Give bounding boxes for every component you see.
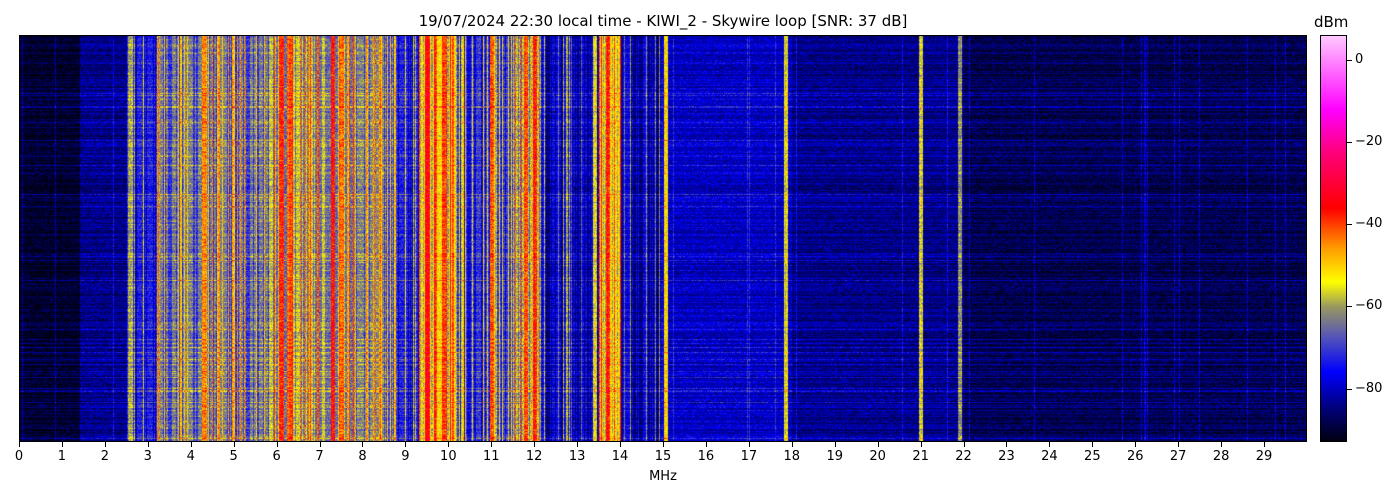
x-tick-label: 3 (143, 449, 152, 464)
x-tick-label: 21 (912, 449, 929, 464)
x-axis-label: MHz (649, 469, 677, 484)
x-tick (1264, 442, 1266, 447)
x-tick-label: 29 (1255, 449, 1273, 464)
x-tick (190, 442, 192, 447)
x-tick-label: 7 (315, 449, 324, 464)
x-tick-label: 6 (272, 449, 281, 464)
x-tick-label: 10 (440, 449, 457, 464)
x-tick (920, 442, 922, 447)
x-tick-label: 19 (826, 449, 843, 464)
x-tick-label: 16 (697, 449, 715, 464)
x-tick (663, 442, 664, 447)
x-tick (491, 442, 493, 447)
x-tick-label: 2 (100, 449, 109, 464)
x-tick-label: 18 (783, 449, 801, 464)
x-tick-label: 17 (740, 449, 758, 464)
x-tick-label: 15 (654, 449, 672, 464)
x-tick (276, 442, 278, 447)
x-tick (963, 442, 965, 447)
x-tick (1049, 442, 1051, 447)
x-tick-label: 26 (1126, 449, 1144, 464)
x-tick (705, 442, 707, 447)
x-tick-label: 5 (229, 449, 238, 464)
x-tick-label: 13 (568, 449, 586, 464)
x-tick (147, 442, 149, 447)
x-tick-label: 4 (186, 449, 195, 464)
colorbar-tick (1347, 224, 1352, 226)
x-tick-label: 27 (1169, 449, 1187, 464)
x-tick (405, 442, 407, 447)
x-tick (834, 442, 836, 447)
x-tick (791, 442, 793, 447)
x-tick-label: 11 (482, 449, 500, 464)
x-tick-label: 0 (14, 449, 24, 464)
x-tick-label: 24 (1041, 449, 1058, 464)
x-tick-label: 22 (955, 449, 972, 464)
x-tick-label: 1 (57, 449, 67, 464)
colorbar-tick (1347, 59, 1352, 61)
x-tick-label: 12 (525, 449, 543, 464)
plot-frame (19, 35, 1307, 442)
x-tick (1135, 442, 1137, 447)
colorbar-tick (1347, 141, 1352, 143)
x-tick (1006, 442, 1008, 447)
x-tick (577, 442, 579, 447)
x-tick (1221, 442, 1223, 447)
x-tick-label: 23 (998, 449, 1015, 464)
colorbar-tick (1347, 306, 1352, 308)
x-tick (620, 442, 622, 447)
colorbar (1320, 35, 1347, 442)
colorbar-tick-label: −60 (1355, 298, 1383, 314)
x-tick (233, 442, 235, 447)
colorbar-tick-label: −40 (1355, 216, 1383, 232)
x-tick (1178, 442, 1180, 447)
x-tick (362, 442, 364, 447)
x-tick (877, 442, 879, 447)
x-tick (448, 442, 450, 447)
x-tick (534, 442, 536, 447)
x-tick-label: 8 (358, 449, 367, 464)
x-tick (19, 442, 20, 447)
colorbar-tick-label: −80 (1355, 380, 1383, 396)
waterfall-heatmap (19, 35, 1307, 442)
x-tick-label: 28 (1212, 449, 1230, 464)
x-tick (61, 442, 63, 447)
x-tick (1092, 442, 1094, 447)
x-tick (319, 442, 321, 447)
x-tick-label: 25 (1084, 449, 1101, 464)
x-tick-label: 20 (869, 449, 886, 464)
colorbar-tick (1347, 388, 1352, 390)
chart-title: 19/07/2024 22:30 local time - KIWI_2 - S… (418, 12, 908, 30)
x-tick-label: 14 (611, 449, 629, 464)
colorbar-label: dBm (1314, 13, 1349, 31)
x-tick-label: 9 (401, 449, 410, 464)
colorbar-tick-label: 0 (1355, 51, 1364, 67)
colorbar-tick-label: −20 (1355, 133, 1383, 149)
x-tick (748, 442, 750, 447)
x-tick (104, 442, 106, 447)
